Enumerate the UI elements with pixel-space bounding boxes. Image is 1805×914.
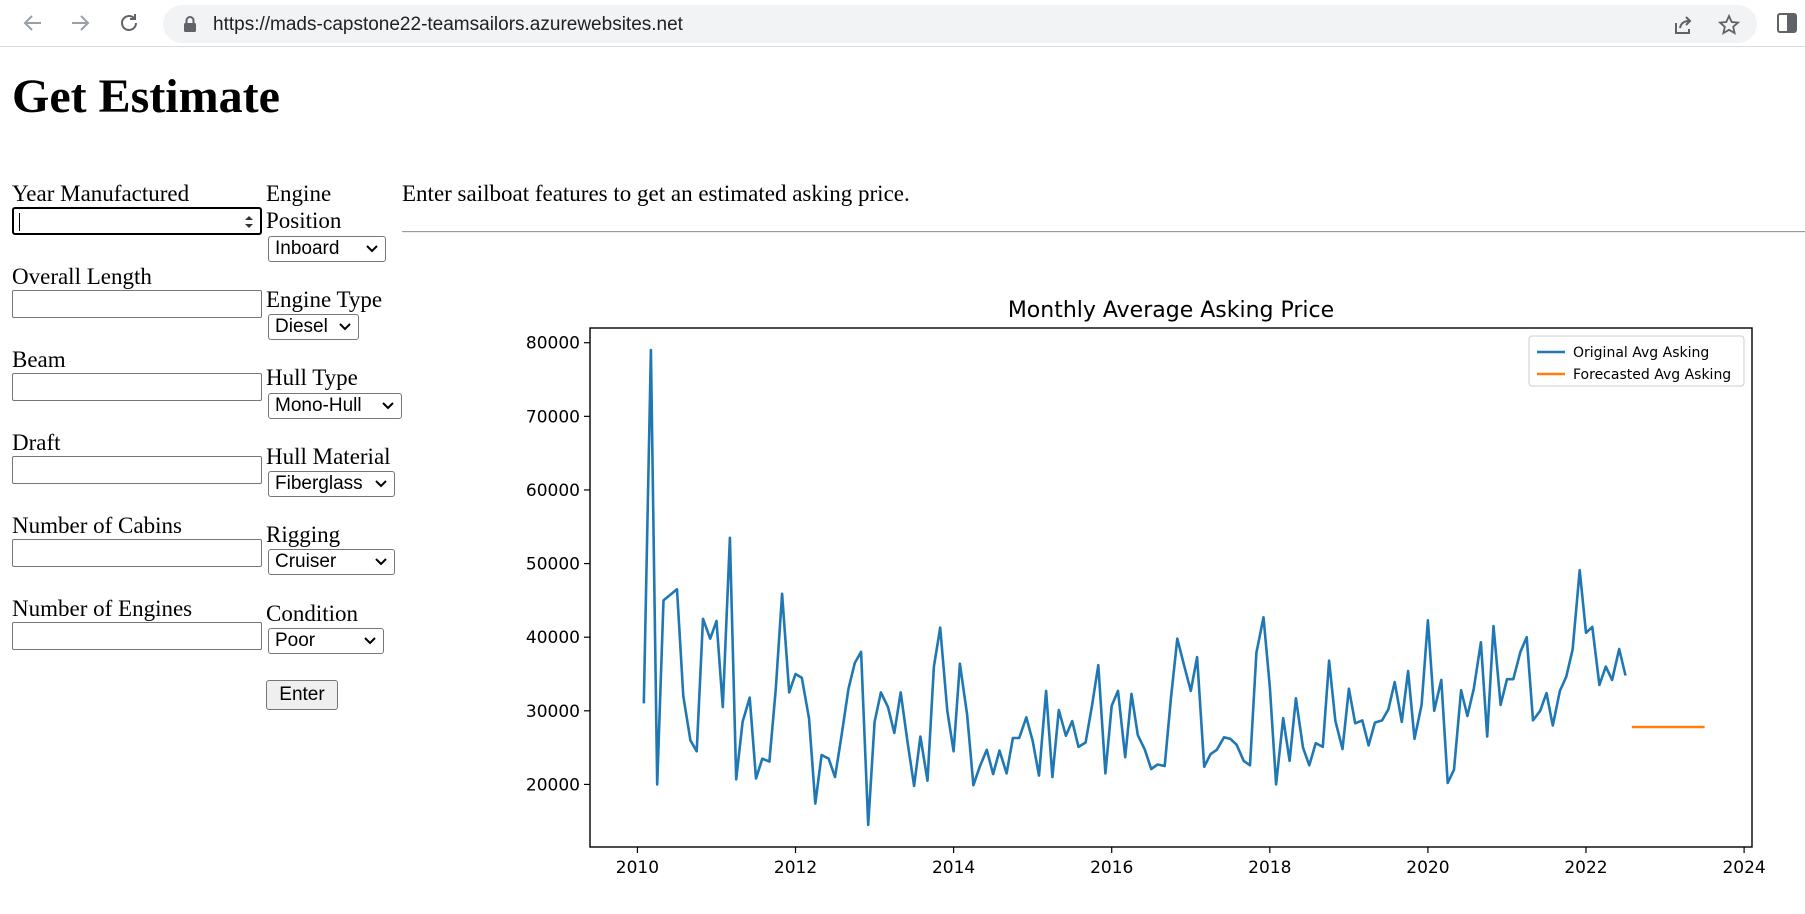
- page-title: Get Estimate: [12, 70, 280, 123]
- plot-frame: [589, 327, 1753, 848]
- x-tick-label: 2016: [1090, 858, 1133, 878]
- x-tick-label: 2010: [616, 858, 659, 878]
- x-tick-label: 2012: [774, 858, 817, 878]
- beam-input[interactable]: [12, 373, 262, 401]
- hull-type-label: Hull Type: [266, 365, 358, 390]
- x-tick-label: 2020: [1406, 858, 1449, 878]
- share-icon[interactable]: [1671, 13, 1695, 37]
- condition-label: Condition: [266, 601, 359, 626]
- text-cursor: [19, 213, 20, 231]
- rigging-label: Rigging: [266, 522, 341, 547]
- engine-type-label: Engine Type: [266, 287, 383, 312]
- hull-type-value: Mono-Hull: [275, 395, 362, 416]
- rigging-value: Cruiser: [275, 551, 337, 572]
- chevron-down-icon: [375, 558, 387, 566]
- y-tick-label: 20000: [526, 775, 580, 795]
- browser-toolbar: https://mads-capstone22-teamsailors.azur…: [0, 0, 1805, 47]
- chart-title: Monthly Average Asking Price: [1008, 298, 1334, 323]
- asking-price-chart: Monthly Average Asking Price 2010 2012 201…: [526, 298, 1766, 878]
- chevron-down-icon: [382, 402, 394, 410]
- url-text: https://mads-capstone22-teamsailors.azur…: [213, 14, 683, 35]
- engines-label: Number of Engines: [12, 596, 193, 621]
- back-icon[interactable]: [18, 8, 48, 38]
- beam-label: Beam: [12, 347, 66, 372]
- engine-type-value: Diesel: [275, 316, 328, 337]
- hull-material-value: Fiberglass: [275, 473, 363, 494]
- side-panel-icon[interactable]: [1776, 12, 1798, 39]
- divider: [402, 231, 1805, 233]
- x-tick-label: 2022: [1564, 858, 1607, 878]
- engine-type-select[interactable]: Diesel: [268, 314, 359, 340]
- engine-position-label-1: Engine: [266, 181, 332, 206]
- condition-value: Poor: [275, 630, 316, 651]
- cabins-label: Number of Cabins: [12, 513, 182, 538]
- x-tick-label: 2018: [1248, 858, 1291, 878]
- engine-position-select[interactable]: Inboard: [268, 236, 386, 262]
- y-tick-label: 80000: [526, 334, 580, 354]
- hull-material-label: Hull Material: [266, 444, 391, 469]
- star-icon[interactable]: [1717, 13, 1741, 37]
- year-label: Year Manufactured: [12, 181, 190, 206]
- condition-select[interactable]: Poor: [268, 628, 384, 654]
- x-tick-label: 2024: [1722, 858, 1765, 878]
- legend-box: [1528, 335, 1745, 387]
- reload-icon[interactable]: [114, 8, 144, 38]
- series-line-0: [642, 348, 1627, 827]
- rigging-select[interactable]: Cruiser: [268, 549, 395, 575]
- year-input[interactable]: [12, 207, 262, 235]
- forward-icon[interactable]: [65, 8, 95, 38]
- legend-label: Original Avg Asking: [1573, 345, 1709, 361]
- legend-label: Forecasted Avg Asking: [1573, 367, 1731, 383]
- enter-button[interactable]: Enter: [266, 680, 338, 710]
- y-tick-label: 70000: [526, 407, 580, 427]
- draft-label: Draft: [12, 430, 61, 455]
- intro-text: Enter sailboat features to get an estima…: [402, 181, 910, 206]
- engines-input[interactable]: [12, 622, 262, 650]
- lock-icon[interactable]: [183, 15, 197, 38]
- length-label: Overall Length: [12, 264, 152, 289]
- y-tick-label: 50000: [526, 555, 580, 575]
- draft-input[interactable]: [12, 456, 262, 484]
- x-tick-label: 2014: [932, 858, 975, 878]
- y-tick-label: 30000: [526, 702, 580, 722]
- spinner-icon[interactable]: [244, 215, 254, 229]
- address-bar[interactable]: https://mads-capstone22-teamsailors.azur…: [163, 5, 1757, 43]
- chevron-down-icon: [366, 245, 378, 253]
- chevron-down-icon: [364, 637, 376, 645]
- engine-position-label-2: Position: [266, 208, 342, 233]
- y-tick-label: 40000: [526, 628, 580, 648]
- cabins-input[interactable]: [12, 539, 262, 567]
- hull-type-select[interactable]: Mono-Hull: [268, 393, 402, 419]
- length-input[interactable]: [12, 290, 262, 318]
- hull-material-select[interactable]: Fiberglass: [268, 471, 395, 497]
- chevron-down-icon: [375, 480, 387, 488]
- chevron-down-icon: [339, 323, 351, 331]
- y-tick-label: 60000: [526, 481, 580, 501]
- engine-position-value: Inboard: [275, 238, 340, 259]
